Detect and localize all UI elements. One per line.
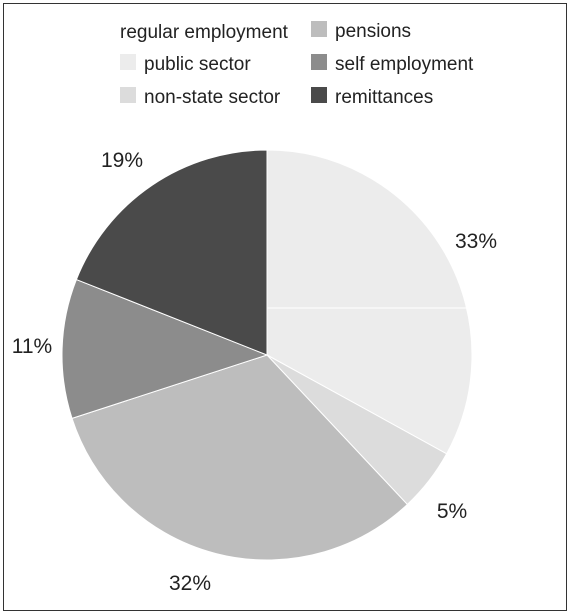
pie-slices: [61, 149, 473, 561]
legend-label: non-state sector: [144, 87, 281, 108]
pie-data-label: 11%: [12, 335, 52, 358]
pie-slice: [61, 278, 269, 419]
legend-swatch: [311, 87, 327, 103]
pie-slice: [71, 354, 409, 561]
legend-swatch: [120, 87, 136, 103]
legend-label: self employment: [335, 54, 474, 75]
legend-swatch: [120, 54, 136, 70]
pie-data-label: 33%: [455, 230, 497, 253]
legend-label: pensions: [335, 21, 411, 42]
pie-slice: [75, 149, 268, 356]
pie-data-label: 19%: [101, 149, 143, 172]
legend-label: remittances: [335, 87, 433, 108]
legend-swatch: [311, 54, 327, 70]
legend-heading: regular employment: [120, 22, 289, 43]
pie-data-label: 5%: [437, 500, 467, 523]
legend-swatch: [311, 21, 327, 37]
legend: regular employment public sector non-stat…: [120, 21, 474, 108]
legend-label: public sector: [144, 54, 251, 75]
pie-data-label: 32%: [169, 572, 211, 595]
pie-slice: [266, 149, 473, 455]
pie-data-labels: 33% 5% 32% 11% 19%: [12, 149, 497, 595]
